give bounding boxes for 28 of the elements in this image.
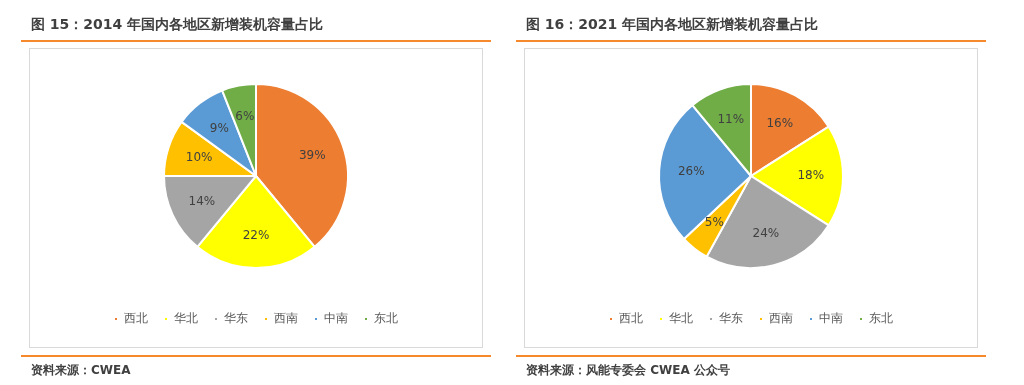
legend-label: 西南	[274, 311, 298, 326]
legend-label: 西南	[769, 311, 793, 326]
text: 资料来源：CWEA	[30, 362, 132, 379]
legend-label: 西北	[124, 311, 148, 326]
legend-label: 华东	[719, 311, 743, 326]
data-label: 14%	[188, 193, 216, 208]
chart-title: 图 15：2014 年国内各地区新增装机容量占比	[30, 15, 325, 34]
data-label: 11%	[717, 111, 745, 126]
legend-label: 中南	[819, 311, 843, 326]
data-label: 5%	[704, 215, 724, 230]
chart-title: 图 16：2021 年国内各地区新增装机容量占比	[525, 15, 820, 34]
legend-label: 东北	[374, 311, 398, 326]
data-label: 22%	[242, 227, 270, 242]
data-label: 39%	[298, 147, 326, 162]
text: 资料来源：风能专委会 CWEA 公众号	[525, 362, 731, 379]
data-label: 9%	[209, 120, 229, 135]
data-label: 26%	[677, 164, 705, 179]
data-label: 16%	[766, 115, 794, 130]
legend-label: 中南	[324, 311, 348, 326]
data-label: 6%	[235, 109, 255, 124]
data-label: 10%	[185, 149, 213, 164]
data-label: 24%	[752, 226, 780, 241]
legend-label: 东北	[869, 311, 893, 326]
legend-label: 华东	[224, 311, 248, 326]
data-label: 18%	[797, 168, 825, 183]
legend-label: 西北	[619, 311, 643, 326]
legend-label: 华北	[174, 311, 198, 326]
legend-label: 华北	[669, 311, 693, 326]
